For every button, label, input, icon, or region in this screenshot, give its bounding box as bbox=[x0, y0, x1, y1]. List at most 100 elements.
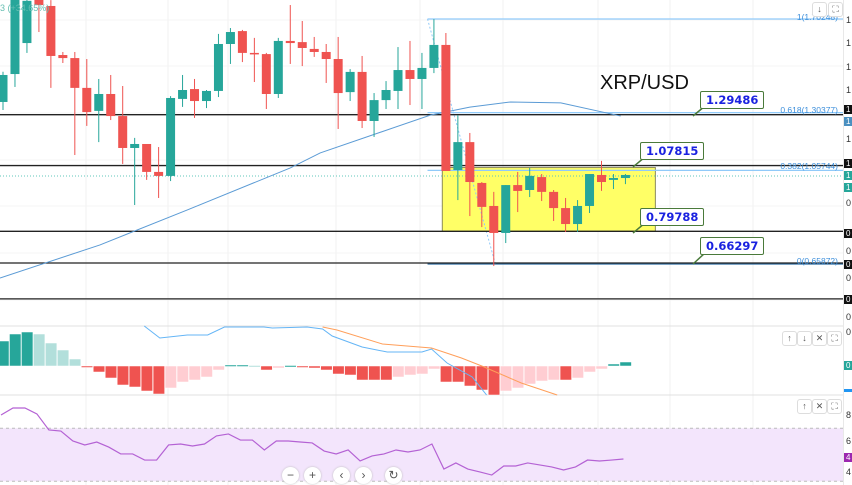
price-tag: 0 bbox=[844, 295, 852, 304]
candle-bearish bbox=[118, 116, 128, 148]
callout-support-1: 0.79788 bbox=[640, 208, 705, 226]
candle-bullish bbox=[10, 0, 20, 75]
callout-resistance-2: 1.07815 bbox=[640, 142, 705, 160]
candle-bullish bbox=[201, 90, 211, 102]
signal-line bbox=[322, 326, 558, 396]
axis-label: 0 bbox=[846, 246, 852, 256]
macd-histogram-bar bbox=[356, 365, 369, 381]
macd-histogram-bar bbox=[296, 365, 309, 368]
axis-label: 1 bbox=[846, 62, 852, 72]
scroll-left-button[interactable]: ‹ bbox=[333, 467, 350, 484]
macd-histogram-bar bbox=[176, 365, 189, 383]
axis-label: 1 bbox=[846, 85, 852, 95]
candle-bearish bbox=[333, 59, 343, 94]
macd-histogram-bar bbox=[152, 365, 165, 395]
macd-histogram-bar bbox=[547, 365, 560, 381]
rsi-axis-label: 4 bbox=[846, 467, 852, 477]
macd-histogram-bar bbox=[69, 358, 82, 367]
macd-histogram-bar bbox=[104, 365, 117, 379]
axis-label: 0 bbox=[846, 312, 852, 322]
scroll-right-button[interactable]: › bbox=[355, 467, 372, 484]
candle-bullish bbox=[273, 40, 283, 94]
macd-histogram-bar bbox=[0, 340, 10, 367]
candle-bearish bbox=[190, 89, 200, 102]
macd-histogram-bar bbox=[212, 365, 225, 371]
price-axis[interactable]: 1 1 1 1 1 0 0 0 0 1 1 1 1 1 0 0 0 0 0 8 … bbox=[843, 0, 852, 485]
candle-bullish bbox=[166, 97, 176, 176]
macd-histogram-bar bbox=[57, 349, 70, 367]
axis-label: 0 bbox=[846, 198, 852, 208]
rsi-move-up-button[interactable]: ↑ bbox=[797, 399, 812, 414]
macd-histogram-bar bbox=[476, 365, 489, 391]
macd-maximize-button[interactable]: ⛶ bbox=[827, 331, 842, 346]
candle-bullish bbox=[501, 185, 511, 233]
candle-bearish bbox=[285, 40, 295, 44]
candle-bearish bbox=[154, 171, 164, 176]
macd-histogram-bar bbox=[33, 333, 46, 367]
candle-bullish bbox=[585, 174, 595, 206]
macd-histogram-bar bbox=[128, 365, 141, 388]
price-tag: 1 bbox=[844, 117, 852, 126]
candle-bearish bbox=[537, 177, 547, 192]
macd-histogram-bar bbox=[116, 365, 129, 386]
maximize-button[interactable]: ⛶ bbox=[828, 2, 843, 17]
zoom-in-button[interactable]: + bbox=[304, 467, 321, 484]
axis-label: 1 bbox=[846, 134, 852, 144]
macd-histogram-bar bbox=[81, 365, 94, 368]
macd-close-button[interactable]: ✕ bbox=[812, 331, 827, 346]
rsi-close-button[interactable]: ✕ bbox=[812, 399, 827, 414]
reset-chart-button[interactable]: ↻ bbox=[385, 467, 402, 484]
candle-bullish bbox=[620, 174, 630, 179]
macd-line-tag bbox=[844, 389, 852, 392]
candle-bearish bbox=[405, 70, 415, 79]
candle-bullish bbox=[608, 178, 618, 180]
candle-bearish bbox=[237, 31, 247, 53]
candle-bearish bbox=[58, 55, 68, 59]
macd-histogram-bar bbox=[380, 365, 393, 381]
candle-bullish bbox=[453, 142, 463, 171]
candle-bearish bbox=[297, 42, 307, 48]
rsi-maximize-button[interactable]: ⛶ bbox=[827, 399, 842, 414]
fib-label-0618: 0.618(1.30377) bbox=[780, 105, 838, 115]
candle-bullish bbox=[225, 32, 235, 44]
macd-histogram-bar bbox=[535, 365, 548, 382]
macd-histogram-bar bbox=[140, 365, 153, 392]
candle-bearish bbox=[261, 54, 271, 94]
candle-bearish bbox=[46, 5, 56, 56]
zoom-out-button[interactable]: − bbox=[282, 467, 299, 484]
axis-label: 1 bbox=[846, 38, 852, 48]
candle-bearish bbox=[357, 71, 367, 121]
fib-label-0382: 0.382(1.05744) bbox=[780, 161, 838, 171]
price-change-label: 3 (+34.65%) bbox=[0, 3, 50, 13]
candle-bullish bbox=[417, 67, 427, 79]
candle-bearish bbox=[465, 142, 475, 183]
candle-bearish bbox=[513, 185, 523, 191]
price-tag: 1 bbox=[844, 183, 852, 192]
macd-histogram-bar bbox=[224, 364, 237, 367]
macd-histogram-bar bbox=[260, 365, 273, 371]
candle-bullish bbox=[94, 93, 104, 111]
candle-bearish bbox=[597, 174, 606, 183]
macd-histogram-bar bbox=[488, 365, 501, 396]
macd-histogram-bar bbox=[9, 333, 22, 367]
macd-histogram-bar bbox=[583, 365, 596, 373]
candle-bullish bbox=[381, 90, 391, 101]
macd-histogram-bar bbox=[619, 361, 632, 367]
macd-histogram-bar bbox=[571, 365, 584, 379]
macd-histogram-bar bbox=[392, 365, 405, 378]
candle-bearish bbox=[549, 191, 559, 209]
move-down-button[interactable]: ↓ bbox=[812, 2, 827, 17]
price-tag: 1 bbox=[844, 105, 852, 114]
macd-histogram-bar bbox=[21, 331, 34, 367]
axis-label: 0 bbox=[846, 273, 852, 283]
candle-bullish bbox=[345, 71, 355, 93]
macd-move-up-button[interactable]: ↑ bbox=[782, 331, 797, 346]
macd-histogram-bar bbox=[452, 365, 465, 383]
macd-move-down-button[interactable]: ↓ bbox=[797, 331, 812, 346]
macd-histogram-bar bbox=[607, 363, 620, 367]
price-tag: 1 bbox=[844, 171, 852, 180]
candle-bullish bbox=[429, 44, 439, 68]
fib-label-1: 1(1.70248) bbox=[796, 12, 838, 22]
macd-histogram-bar bbox=[332, 365, 345, 375]
